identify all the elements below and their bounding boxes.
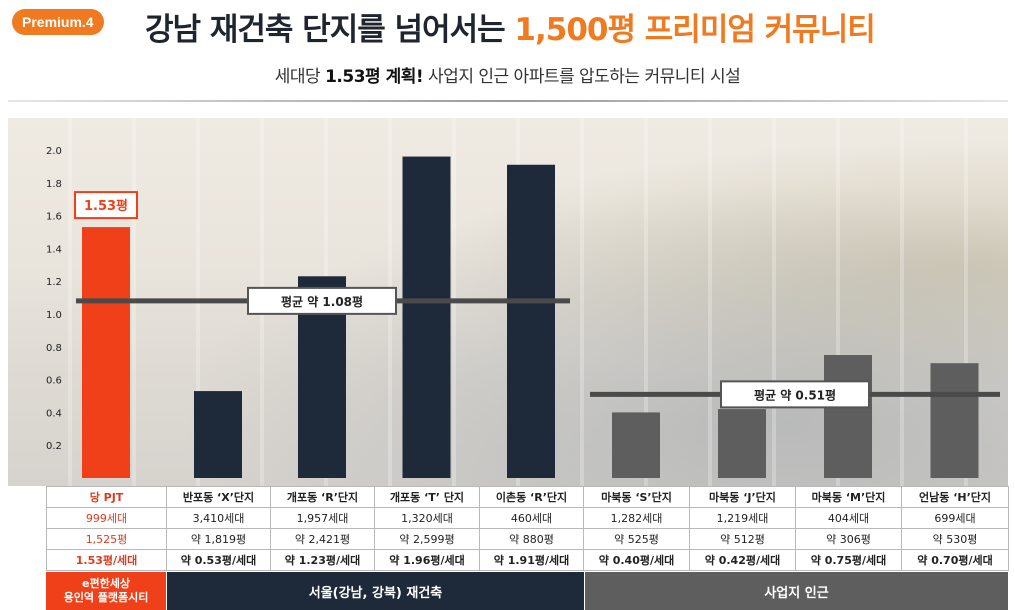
y-tick-label: 1.4 bbox=[46, 244, 62, 255]
cell-ratio: 약 1.96평/세대 bbox=[374, 549, 480, 571]
footer-pjt-line2: 용인역 플랫폼시티 bbox=[63, 591, 149, 604]
y-tick-label: 1.0 bbox=[46, 310, 62, 321]
table-row-ratio: 1.53평/세대 약 0.53평/세대 약 1.23평/세대 약 1.96평/세… bbox=[46, 549, 1009, 571]
average-label: 평균 약 0.51평 bbox=[754, 387, 836, 402]
cell-area: 약 2,421평 bbox=[270, 528, 375, 550]
y-tick-label: 1.2 bbox=[46, 277, 62, 288]
cell-households: 999세대 bbox=[46, 507, 167, 529]
footer-site-group: 사업지 인근 bbox=[585, 572, 1008, 610]
table-row-names: 당 PJT 반포동 ‘X’단지 개포동 ‘R’단지 개포동 ‘T’ 단지 이촌동… bbox=[46, 486, 1009, 508]
cell-name: 이촌동 ‘R’단지 bbox=[479, 486, 584, 508]
cell-name: 당 PJT bbox=[46, 486, 167, 508]
cell-name: 마북동 ‘S’단지 bbox=[583, 486, 690, 508]
bar-seoul bbox=[194, 391, 242, 478]
cell-ratio: 약 0.40평/세대 bbox=[583, 549, 690, 571]
cell-households: 3,410세대 bbox=[166, 507, 271, 529]
cell-area: 약 530평 bbox=[901, 528, 1009, 550]
cell-ratio: 약 1.23평/세대 bbox=[270, 549, 375, 571]
cell-ratio: 약 0.42평/세대 bbox=[689, 549, 796, 571]
cell-area: 약 525평 bbox=[583, 528, 690, 550]
cell-households: 1,219세대 bbox=[689, 507, 796, 529]
cell-households: 404세대 bbox=[795, 507, 902, 529]
cell-ratio: 약 1.91평/세대 bbox=[479, 549, 584, 571]
cell-households: 1,320세대 bbox=[374, 507, 480, 529]
page-title: 강남 재건축 단지를 넘어서는 1,500평 프리미엄 커뮤니티 bbox=[145, 4, 876, 49]
header-divider bbox=[8, 100, 1008, 102]
bar-seoul bbox=[402, 156, 451, 478]
bar-seoul bbox=[507, 164, 555, 478]
cell-name: 개포동 ‘T’ 단지 bbox=[374, 486, 480, 508]
y-tick-label: 0.4 bbox=[46, 408, 62, 419]
title-accent: 1,500평 프리미엄 커뮤니티 bbox=[514, 12, 875, 48]
bar-site bbox=[718, 409, 766, 478]
comparison-table: 당 PJT 반포동 ‘X’단지 개포동 ‘R’단지 개포동 ‘T’ 단지 이촌동… bbox=[46, 486, 1009, 571]
bar-site bbox=[612, 412, 660, 478]
average-label: 평균 약 1.08평 bbox=[281, 294, 363, 309]
table-row-area: 1,525평 약 1,819평 약 2,421평 약 2,599평 약 880평… bbox=[46, 528, 1009, 550]
cell-name: 개포동 ‘R’단지 bbox=[270, 486, 375, 508]
y-tick-label: 1.6 bbox=[46, 212, 62, 223]
cell-area: 약 2,599평 bbox=[374, 528, 480, 550]
y-tick-label: 2.0 bbox=[46, 146, 62, 157]
table-row-households: 999세대 3,410세대 1,957세대 1,320세대 460세대 1,28… bbox=[46, 507, 1009, 529]
cell-name: 반포동 ‘X’단지 bbox=[166, 486, 271, 508]
footer-pjt: e편한세상 용인역 플랫폼시티 bbox=[46, 572, 166, 610]
y-tick-label: 0.8 bbox=[46, 343, 62, 354]
average-box bbox=[247, 286, 397, 315]
y-tick-label: 0.2 bbox=[46, 441, 62, 452]
cell-ratio: 약 0.53평/세대 bbox=[166, 549, 271, 571]
pjt-value-box bbox=[74, 191, 138, 220]
cell-households: 699세대 bbox=[901, 507, 1009, 529]
cell-area: 1,525평 bbox=[46, 528, 167, 550]
subtitle: 세대당 1.53평 계획! 사업지 인근 아파트를 압도하는 커뮤니티 시설 bbox=[0, 62, 1015, 87]
bar-site bbox=[824, 355, 872, 478]
premium-badge: Premium.4 bbox=[12, 9, 104, 35]
cell-ratio: 약 0.70평/세대 bbox=[901, 549, 1009, 571]
pjt-value-label: 1.53평 bbox=[84, 198, 128, 214]
bar-pjt bbox=[82, 227, 130, 478]
title-main: 강남 재건축 단지를 넘어서는 bbox=[145, 12, 515, 48]
subtitle-bold: 1.53평 계획! bbox=[325, 67, 424, 87]
cell-area: 약 306평 bbox=[795, 528, 902, 550]
y-tick-label: 0.6 bbox=[46, 376, 62, 387]
subtitle-prefix: 세대당 bbox=[274, 67, 326, 87]
cell-ratio: 약 0.75평/세대 bbox=[795, 549, 902, 571]
cell-area: 약 880평 bbox=[479, 528, 584, 550]
cell-area: 약 512평 bbox=[689, 528, 796, 550]
bar-site bbox=[930, 363, 979, 478]
y-tick-label: 1.8 bbox=[46, 179, 62, 190]
cell-area: 약 1,819평 bbox=[166, 528, 271, 550]
cell-name: 마북동 ‘M’단지 bbox=[795, 486, 902, 508]
footer-pjt-line1: e편한세상 bbox=[82, 577, 130, 590]
cell-name: 마북동 ‘J’단지 bbox=[689, 486, 796, 508]
cell-name: 언남동 ‘H’단지 bbox=[901, 486, 1009, 508]
cell-households: 460세대 bbox=[479, 507, 584, 529]
footer-seoul-group: 서울(강남, 강북) 재건축 bbox=[167, 572, 584, 610]
cell-households: 1,957세대 bbox=[270, 507, 375, 529]
average-box bbox=[720, 380, 870, 409]
cell-households: 1,282세대 bbox=[583, 507, 690, 529]
cell-ratio: 1.53평/세대 bbox=[46, 549, 167, 571]
subtitle-suffix: 사업지 인근 아파트를 압도하는 커뮤니티 시설 bbox=[423, 67, 741, 87]
header: Premium.4 강남 재건축 단지를 넘어서는 1,500평 프리미엄 커뮤… bbox=[0, 0, 1015, 108]
